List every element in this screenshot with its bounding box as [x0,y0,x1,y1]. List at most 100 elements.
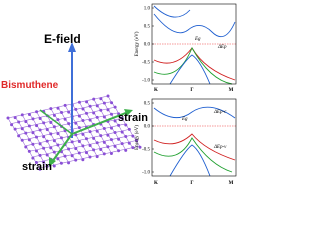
atom [35,135,39,139]
atom [113,144,117,148]
atom [95,104,99,108]
atom [52,139,56,143]
atom [106,145,110,149]
atom [124,148,128,152]
y-tick-label: -0.5 [142,148,150,153]
atom [49,120,53,124]
x-tick-label: M [229,181,234,186]
atom [13,127,17,131]
atom [45,139,49,143]
atom [77,100,81,104]
atom [60,111,64,115]
atom [56,106,60,110]
atom [63,154,67,158]
atom [99,148,103,152]
annotation: Eg [181,117,188,122]
atom [67,161,71,165]
x-tick-label: K [154,181,158,186]
atom [42,121,46,125]
atom [120,130,124,134]
atom [59,136,63,140]
strain-arrow [51,133,73,163]
atom [84,151,88,155]
atom [102,101,106,105]
atom [74,121,78,125]
atom [42,135,46,139]
atom [124,123,128,127]
atom [27,138,31,142]
strain-arrow-head [49,157,56,167]
field-arrow-head [68,42,76,52]
atom [106,94,110,98]
atom [99,108,103,112]
atom [88,130,92,134]
figure: E-field Bismuthene strain strain 1.0 0.5 0… [1,3,237,186]
atom [99,97,103,101]
annotation: Eg [194,37,201,42]
y-tick-label: 0.5 [144,102,151,107]
material-label: Bismuthene [1,80,59,91]
atom [106,108,110,112]
atom [84,137,88,141]
atom [88,104,92,108]
atom [63,103,67,107]
atom [88,144,92,148]
atom [109,151,113,155]
atom [17,120,21,124]
atom [49,146,53,150]
atom [67,147,71,151]
atom [42,160,46,164]
atom [49,132,53,136]
atom [34,160,38,164]
atom [56,143,60,147]
x-tick-label: Γ [190,181,193,186]
atom [131,134,135,138]
atom [24,120,28,124]
x-tick-label: Γ [190,88,193,93]
atom [27,149,31,153]
atom [106,133,110,137]
y-tick-label: 0.0 [144,43,151,48]
y-tick-label: -1.0 [142,171,150,176]
atom [120,142,124,146]
atom [88,155,92,159]
atom [95,141,99,145]
atom [13,116,17,120]
atom [77,140,81,144]
atom [49,107,53,111]
atom [117,137,121,141]
atom [110,112,114,116]
atom [134,138,138,142]
atom [38,167,42,171]
atom [117,123,121,127]
atom [85,100,89,104]
atom [59,161,63,165]
strain-arrow [39,109,73,135]
atom [24,131,28,135]
atom [38,142,42,146]
atom [127,127,131,131]
atom [127,141,131,145]
atom [113,105,117,109]
atom [38,116,42,120]
atom [81,144,85,148]
atom [70,154,74,158]
y-tick-label: 0.0 [144,125,151,130]
y-axis-label: Energy (eV) [135,125,140,150]
atom [81,132,85,136]
atom [92,148,96,152]
atom [95,115,99,119]
atom [17,134,21,138]
atom [74,133,78,137]
atom [56,132,60,136]
atom [67,122,71,126]
atom [85,111,89,115]
atom [10,123,14,127]
atom [38,153,42,157]
atom [52,125,56,129]
strain-arrow [71,111,129,135]
atom [110,101,114,105]
atom [117,149,121,153]
atom [74,107,78,111]
field-label: E-field [44,32,81,46]
